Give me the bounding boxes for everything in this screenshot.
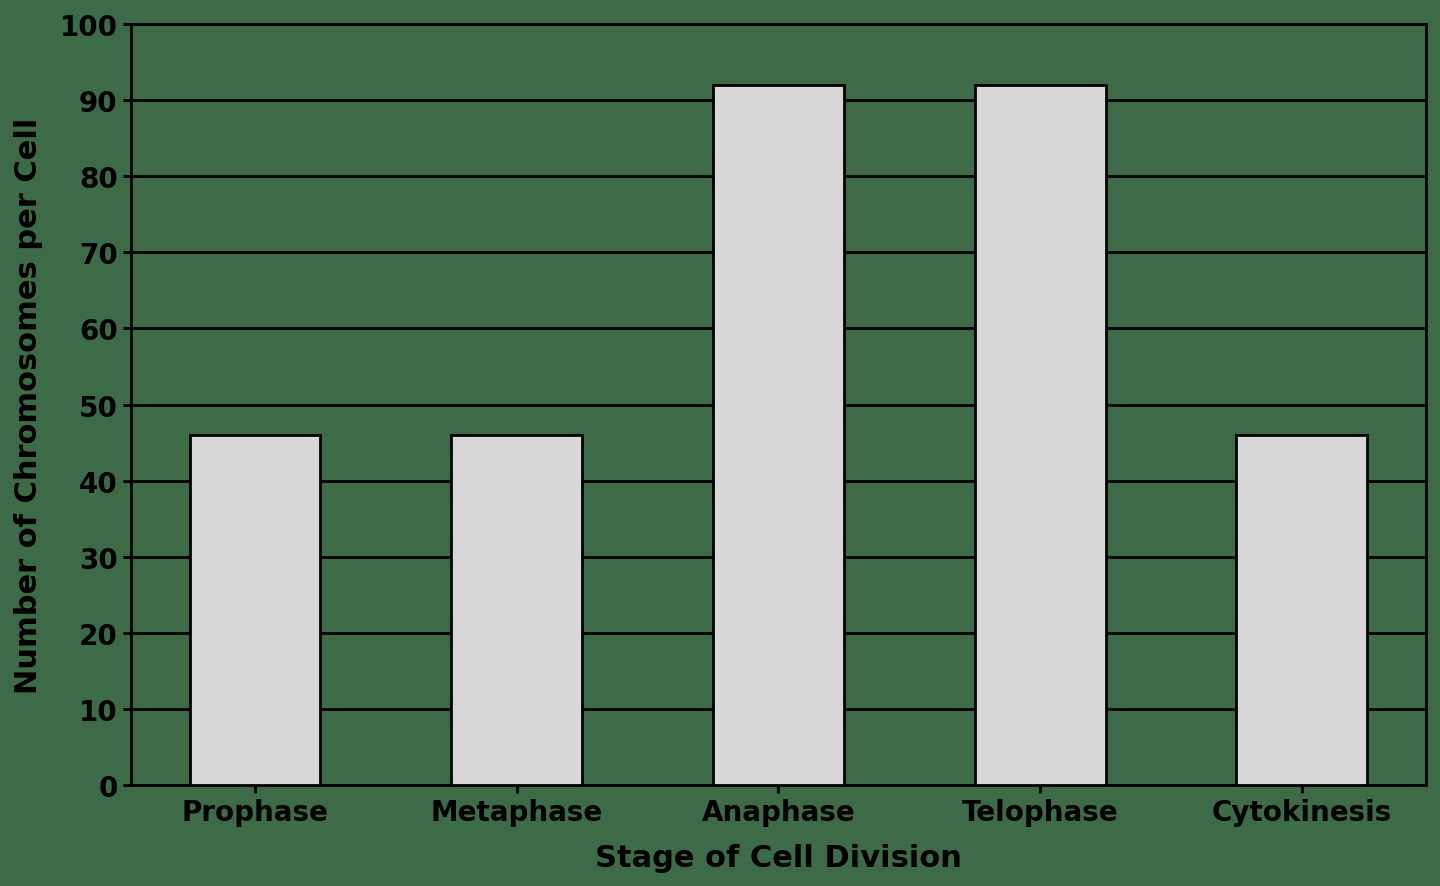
Bar [190, 436, 321, 785]
Bar [1237, 436, 1367, 785]
Bar [975, 86, 1106, 785]
Bar [451, 436, 582, 785]
X-axis label: Stage of Cell Division: Stage of Cell Division [595, 843, 962, 872]
Y-axis label: Number of Chromosomes per Cell: Number of Chromosomes per Cell [14, 117, 43, 693]
Bar [713, 86, 844, 785]
